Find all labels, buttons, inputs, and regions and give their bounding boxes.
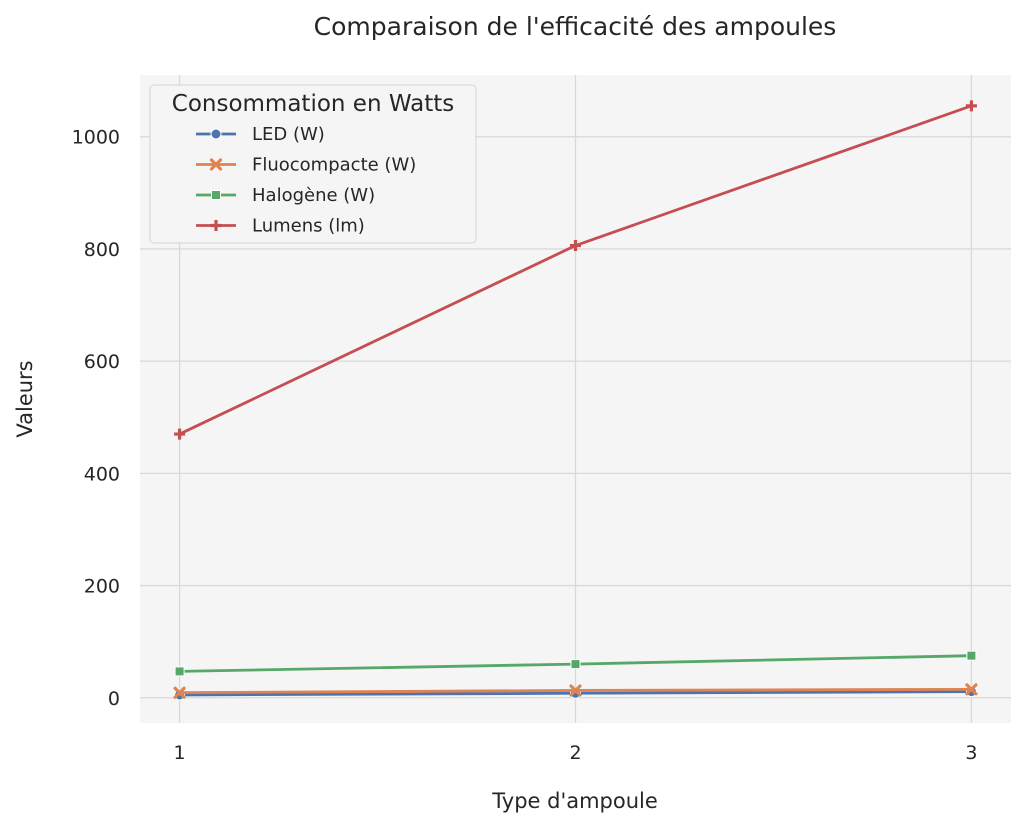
y-tick-label: 400 xyxy=(84,463,120,485)
data-point xyxy=(173,686,186,699)
series-3 xyxy=(174,100,977,440)
y-tick-label: 800 xyxy=(84,239,120,261)
legend-item: Fluocompacte (W) xyxy=(196,155,416,176)
legend: Consommation en Watts LED (W) Fluocompact… xyxy=(149,84,477,244)
y-tick-label: 1000 xyxy=(72,127,120,149)
legend-marker xyxy=(209,158,223,171)
y-axis-label: Valeurs xyxy=(13,360,37,437)
grid-lines xyxy=(140,75,1011,723)
legend-label: Halogène (W) xyxy=(252,185,375,206)
data-point xyxy=(174,666,185,677)
y-tick-label: 600 xyxy=(84,351,120,373)
chart-title: Comparaison de l'efficacité des ampoules xyxy=(314,12,837,41)
legend-label: Fluocompacte (W) xyxy=(252,155,416,176)
data-point xyxy=(965,100,977,112)
series-2 xyxy=(174,650,977,677)
x-tick-label: 2 xyxy=(569,742,581,764)
legend-item: LED (W) xyxy=(196,124,325,145)
x-axis-label: Type d'ampoule xyxy=(491,789,658,813)
legend-items: LED (W) Fluocompacte (W) Halogène (W) Lumen… xyxy=(196,124,416,237)
tick-labels: 0 200 400 600 800 1000 1 2 3 xyxy=(72,127,978,764)
legend-item: Halogène (W) xyxy=(196,185,375,206)
series-lines xyxy=(173,100,978,701)
data-point xyxy=(966,650,977,661)
y-tick-label: 0 xyxy=(108,688,120,710)
data-point xyxy=(965,683,978,696)
y-tick-label: 200 xyxy=(84,576,120,598)
legend-item: Lumens (lm) xyxy=(196,216,365,237)
data-point xyxy=(569,684,582,697)
legend-marker xyxy=(210,220,222,231)
legend-marker xyxy=(210,128,222,140)
legend-label: LED (W) xyxy=(252,124,325,145)
series-1 xyxy=(173,683,978,699)
legend-marker xyxy=(211,190,221,200)
data-point xyxy=(570,240,581,252)
legend-label: Lumens (lm) xyxy=(252,216,365,237)
legend-box xyxy=(149,84,477,244)
x-tick-label: 3 xyxy=(965,742,977,764)
data-point xyxy=(570,659,581,670)
x-tick-label: 1 xyxy=(174,742,186,764)
data-point xyxy=(174,428,186,440)
legend-title: Consommation en Watts xyxy=(172,91,454,117)
